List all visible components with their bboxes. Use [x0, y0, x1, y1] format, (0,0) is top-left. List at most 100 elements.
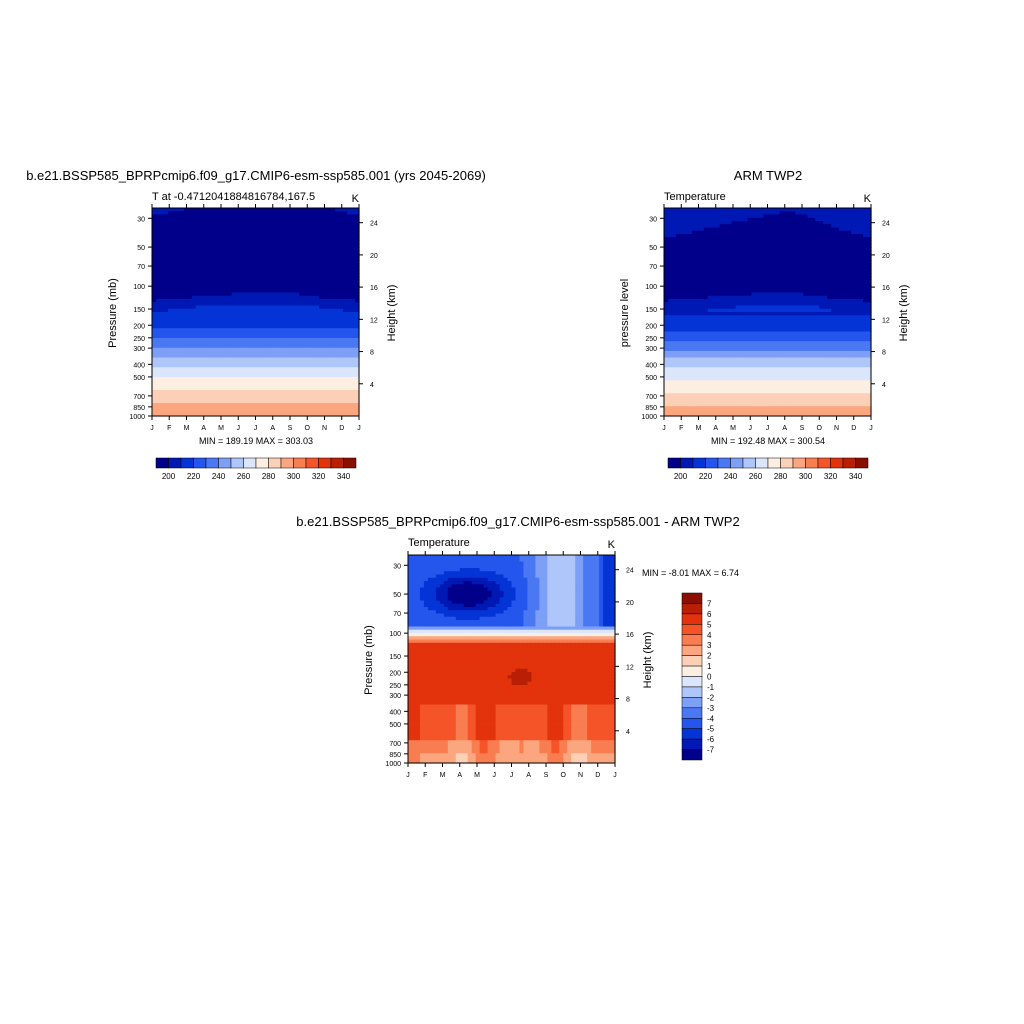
height-tick-label: 8 [370, 350, 374, 357]
contour-cell [275, 315, 280, 320]
contour-cell [664, 299, 669, 303]
contour-cell [259, 380, 265, 385]
contour-cell [667, 237, 673, 242]
contour-cell [287, 234, 292, 238]
contour-cell [843, 221, 848, 225]
contour-cell [719, 247, 725, 251]
contour-cell [179, 383, 185, 388]
contour-cell [347, 286, 352, 290]
contour-cell [259, 292, 265, 297]
contour-cell [283, 302, 288, 307]
contour-cell [247, 243, 253, 248]
contour-cell [695, 286, 701, 290]
contour-cell [783, 266, 788, 271]
contour-cell [259, 224, 265, 229]
contour-cell [699, 276, 705, 281]
contour-cell [743, 292, 749, 297]
contour-cell [159, 208, 165, 212]
contour-cell [275, 377, 280, 381]
contour-cell [179, 315, 185, 320]
contour-cell [251, 263, 257, 268]
contour-cell [315, 377, 320, 381]
contour-cell [815, 299, 820, 303]
contour-cell [759, 217, 765, 222]
contour-cell [343, 315, 348, 320]
contour-cell [243, 328, 249, 333]
contour-cell [695, 256, 701, 261]
contour-cell [783, 295, 788, 300]
contour-cell [275, 289, 280, 294]
contour-cell [831, 276, 836, 281]
contour-cell [711, 273, 717, 277]
contour-cell [191, 227, 197, 232]
contour-cell [295, 282, 300, 287]
contour-cell [303, 393, 308, 398]
contour-cell [275, 279, 280, 284]
contour-cell [155, 351, 161, 355]
contour-cell [155, 240, 161, 245]
contour-cell [775, 299, 781, 303]
contour-cell [199, 347, 205, 352]
contour-cell [715, 214, 721, 219]
contour-cell [319, 383, 324, 388]
contour-cell [187, 234, 193, 238]
contour-cell [271, 370, 276, 375]
contour-cell [739, 299, 745, 303]
contour-cell [664, 208, 669, 212]
contour-cell [315, 360, 320, 365]
contour-cell [291, 282, 296, 287]
contour-cell [219, 279, 225, 284]
contour-cell [691, 224, 697, 229]
contour-cell [243, 406, 249, 411]
contour-cell [775, 237, 781, 242]
contour-cell [175, 318, 181, 323]
contour-cell [251, 302, 257, 307]
contour-cell [799, 240, 804, 245]
contour-cell [307, 237, 312, 242]
contour-cell [679, 289, 685, 294]
contour-cell [235, 370, 241, 375]
contour-cell [307, 221, 312, 225]
contour-cell [679, 240, 685, 245]
contour-cell [187, 321, 193, 326]
contour-cell [279, 260, 284, 264]
contour-cell [787, 250, 792, 255]
contour-cell [347, 269, 352, 274]
contour-cell [807, 237, 812, 242]
contour-cell [347, 351, 352, 355]
contour-cell [211, 331, 217, 336]
contour-cell [295, 266, 300, 271]
contour-cell [223, 250, 229, 255]
contour-cell [827, 276, 832, 281]
contour-cell [755, 237, 761, 242]
contour-cell [775, 302, 781, 307]
contour-cell [159, 331, 165, 336]
contour-cell [299, 386, 304, 391]
contour-cell [263, 318, 269, 323]
contour-cell [279, 341, 284, 346]
contour-cell [791, 286, 796, 290]
contour-cell [239, 409, 245, 414]
contour-cell [339, 328, 344, 333]
contour-cell [327, 243, 332, 248]
colorbar-swatch [205, 457, 219, 469]
contour-cell [211, 217, 217, 222]
contour-cell [735, 302, 741, 307]
contour-cell [251, 354, 257, 359]
contour-cell [291, 347, 296, 352]
contour-cell [231, 380, 237, 385]
contour-cell [351, 237, 356, 242]
contour-cell [215, 269, 221, 274]
contour-cell [239, 344, 245, 349]
contour-cell [167, 373, 173, 378]
contour-cell [719, 269, 725, 274]
contour-cell [751, 247, 757, 251]
contour-cell [319, 364, 324, 368]
contour-cell [227, 390, 233, 394]
contour-cell [671, 302, 677, 307]
contour-cell [243, 399, 249, 404]
contour-cell [187, 221, 193, 225]
contour-cell [664, 214, 669, 219]
contour-cell [251, 289, 257, 294]
contour-cell [803, 237, 808, 242]
